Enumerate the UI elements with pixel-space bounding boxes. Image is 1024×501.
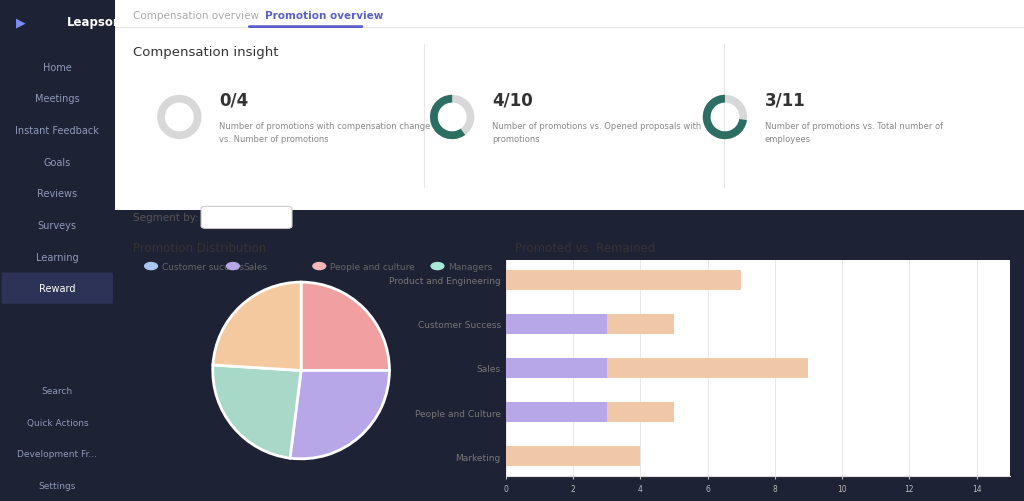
Wedge shape xyxy=(301,283,389,371)
Text: Meetings: Meetings xyxy=(35,94,80,104)
Bar xyxy=(506,358,606,378)
Text: Number of promotions with compensation change
vs. Number of promotions: Number of promotions with compensation c… xyxy=(219,122,431,143)
Text: Managers: Managers xyxy=(449,262,493,271)
Wedge shape xyxy=(157,96,202,140)
Text: Sales: Sales xyxy=(244,262,268,271)
Text: 4/10: 4/10 xyxy=(493,91,532,109)
Bar xyxy=(506,402,606,422)
Circle shape xyxy=(226,263,240,270)
Text: ▶: ▶ xyxy=(15,16,26,29)
Circle shape xyxy=(431,263,443,270)
Text: Compensation insight: Compensation insight xyxy=(133,46,279,59)
Text: Search: Search xyxy=(42,386,73,395)
Circle shape xyxy=(645,263,657,270)
Text: Reviews: Reviews xyxy=(37,189,78,199)
Wedge shape xyxy=(213,283,301,371)
Text: ▾: ▾ xyxy=(269,213,274,223)
Circle shape xyxy=(713,263,726,270)
Wedge shape xyxy=(430,96,474,140)
Circle shape xyxy=(144,263,158,270)
Wedge shape xyxy=(213,365,301,458)
Text: 3/11: 3/11 xyxy=(765,91,806,109)
Text: Learning: Learning xyxy=(36,252,79,262)
Wedge shape xyxy=(290,371,389,459)
Text: Settings: Settings xyxy=(39,481,76,490)
Text: Instant Feedback: Instant Feedback xyxy=(15,126,99,136)
Wedge shape xyxy=(702,96,746,140)
Text: Surveys: Surveys xyxy=(38,220,77,230)
Text: Number of promotions vs. Opened proposals with
promotions: Number of promotions vs. Opened proposal… xyxy=(493,122,701,143)
Bar xyxy=(506,358,809,378)
Text: Compensation overview: Compensation overview xyxy=(133,11,259,21)
Bar xyxy=(506,314,674,334)
Text: Remained: Remained xyxy=(663,262,708,271)
Text: Quick Actions: Quick Actions xyxy=(27,418,88,427)
FancyBboxPatch shape xyxy=(201,207,292,229)
Text: Promoted vs. Remained: Promoted vs. Remained xyxy=(515,241,655,255)
Wedge shape xyxy=(702,96,748,140)
Bar xyxy=(506,314,606,334)
Text: Promoted: Promoted xyxy=(730,262,774,271)
Text: Goals: Goals xyxy=(44,157,71,167)
Text: Leapsome: Leapsome xyxy=(67,16,133,29)
Wedge shape xyxy=(430,96,465,140)
Text: Team: Team xyxy=(219,213,247,223)
Text: Home: Home xyxy=(43,63,72,73)
Text: Promotion Distribution: Promotion Distribution xyxy=(133,241,266,255)
FancyBboxPatch shape xyxy=(115,0,1024,210)
Text: Number of promotions vs. Total number of
employees: Number of promotions vs. Total number of… xyxy=(765,122,943,143)
Circle shape xyxy=(313,263,326,270)
FancyBboxPatch shape xyxy=(2,273,113,304)
Text: Reward: Reward xyxy=(39,284,76,294)
Bar xyxy=(506,402,674,422)
Bar xyxy=(506,446,640,466)
Text: People and culture: People and culture xyxy=(330,262,415,271)
Text: 0/4: 0/4 xyxy=(219,91,249,109)
Text: Customer success: Customer success xyxy=(162,262,244,271)
Text: Development Fr...: Development Fr... xyxy=(17,449,97,458)
Bar xyxy=(506,271,741,290)
Text: Segment by:: Segment by: xyxy=(133,213,199,223)
Text: Promotion overview: Promotion overview xyxy=(265,11,383,21)
